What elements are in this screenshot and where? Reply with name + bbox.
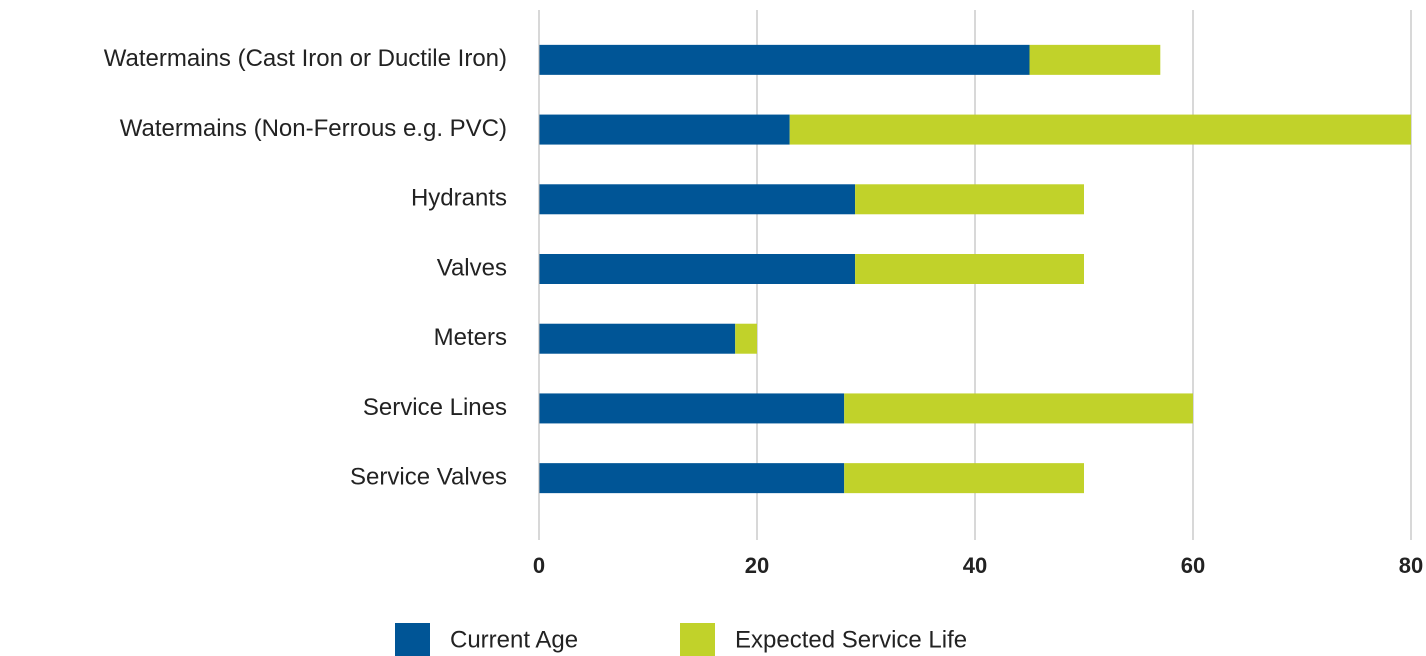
bar xyxy=(539,184,856,215)
bar xyxy=(539,254,856,284)
legend-label: Current Age xyxy=(450,626,578,653)
x-tick-label: 0 xyxy=(533,553,545,578)
x-tick-label: 60 xyxy=(1181,553,1205,578)
legend-label: Expected Service Life xyxy=(735,626,967,653)
x-tick-label: 80 xyxy=(1399,553,1423,578)
bar xyxy=(539,393,845,424)
y-tick-label: Hydrants xyxy=(411,185,507,212)
bar xyxy=(539,44,1030,75)
legend-swatch xyxy=(680,623,715,656)
bar xyxy=(844,463,1084,494)
bar xyxy=(539,114,790,145)
bar xyxy=(1029,44,1161,75)
x-tick-label: 40 xyxy=(963,553,987,578)
bar xyxy=(855,184,1084,215)
bar xyxy=(735,323,757,354)
x-tick-label: 20 xyxy=(745,553,769,578)
y-tick-label: Watermains (Non-Ferrous e.g. PVC) xyxy=(120,115,507,142)
y-tick-label: Watermains (Cast Iron or Ductile Iron) xyxy=(104,45,507,72)
y-tick-label: Meters xyxy=(434,324,507,351)
y-tick-label: Valves xyxy=(437,254,507,281)
bar xyxy=(539,463,845,494)
bar xyxy=(844,393,1193,424)
legend-swatch xyxy=(395,623,430,656)
bar xyxy=(539,323,736,354)
y-tick-label: Service Valves xyxy=(350,463,507,490)
bar xyxy=(789,114,1411,145)
y-tick-label: Service Lines xyxy=(363,394,507,421)
bar xyxy=(855,254,1084,284)
